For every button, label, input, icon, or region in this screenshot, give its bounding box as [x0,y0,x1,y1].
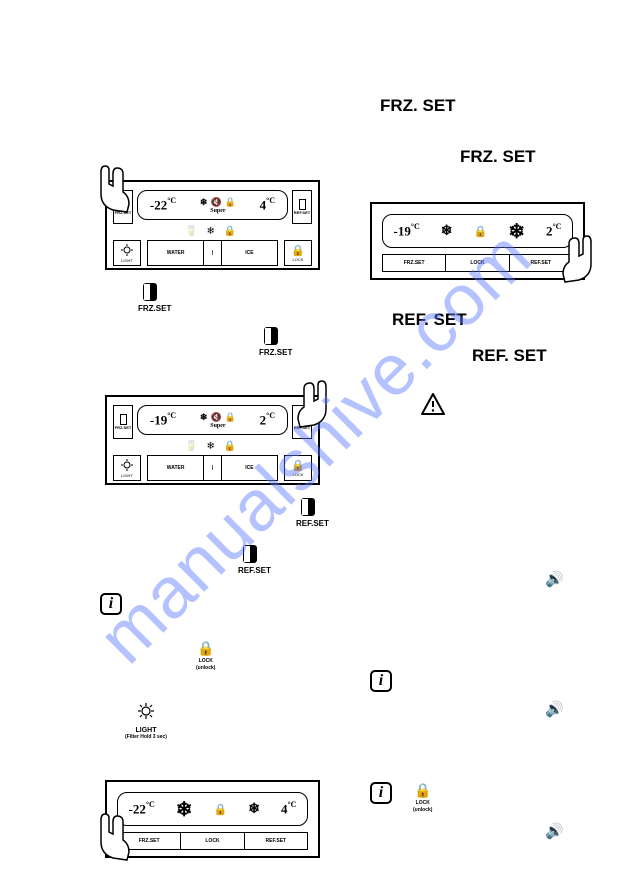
info-icon [370,782,392,804]
finger-pointer-icon [555,234,595,284]
lcd-display: -19°C ❄ 🔇 🔒 Super 2°C [137,405,288,435]
finger-pointer-icon [290,379,330,429]
super-label: Super [210,423,225,429]
frz-set-caption: FRZ.SET [259,348,292,357]
water-label: WATER [148,241,204,265]
freezer-temp: -19 [393,223,410,238]
heading-ref-set-1: REF. SET [392,310,467,330]
lock-icon: 🔒 [224,441,236,452]
frz-set-label: FRZ.SET [115,425,132,430]
light-label: LIGHT [121,473,133,478]
mute-icon: 🔇 [210,197,221,208]
warning-icon [420,392,446,416]
lcd-display: -19°C ❄ 🔒 ❄ 2°C [382,214,573,248]
light-label: LIGHT [125,727,167,734]
freezer-temp: -19 [150,412,167,427]
lcd-display: -22°C ❄ 🔒 ❄ 4°C [117,792,308,826]
frz-set-button[interactable]: FRZ.SET [383,255,446,271]
lock-button[interactable]: LOCK [181,833,244,849]
ref-set-label: REF.SET [294,210,310,215]
water-ice-button[interactable]: WATER | ICE [147,240,278,266]
ref-set-caption: REF.SET [296,519,329,528]
control-panel-2: -19°C ❄ 🔒 ❄ 2°C FRZ.SET LOCK REF.SET [370,202,585,280]
lock-icon: 🔒 [214,803,228,816]
mute-icon: 🔇 [210,412,221,423]
lock-button[interactable]: LOCK [446,255,509,271]
lock-label: LOCK [293,472,304,477]
ice-label: ICE [222,456,277,480]
snow-large-icon: ❄ [508,219,525,244]
water-label: WATER [148,456,204,480]
control-panel-3: FRZ.SET -19°C ❄ 🔇 🔒 Super 2°C REF.SET 🥛 … [105,395,320,485]
snow-large-icon: ❄ [176,797,193,822]
sound-icon: 🔊 [545,700,564,718]
ref-set-icon [243,545,257,563]
frz-set-caption: FRZ.SET [138,304,171,313]
lcd-display: -22°C ❄ 🔇 🔒 Super 4°C [137,190,288,220]
light-standalone-icon: LIGHT (Filter Hold 3 sec) [125,702,167,740]
ref-set-button[interactable]: REF.SET [292,190,312,224]
light-button[interactable]: LIGHT [113,240,141,266]
freezer-temp: -22 [150,197,167,212]
button-row: FRZ.SET LOCK REF.SET [382,254,573,272]
finger-pointer-icon [97,812,137,862]
lock-standalone-icon: 🔒 LOCK (unlock) [196,640,215,671]
cup-icon: 🥛 [185,441,197,452]
snow-icon: ❄ [206,226,214,237]
light-sublabel: (Filter Hold 3 sec) [125,734,167,740]
snow-icon: ❄ [441,223,453,240]
cup-icon: 🥛 [185,226,197,237]
lock-sublabel: LOCK [196,658,215,664]
ref-set-caption: REF.SET [238,566,271,575]
info-icon [100,593,122,615]
icon-row: 🥛 ❄ 🔒 [185,441,236,452]
lock-icon: 🔒 [474,225,488,238]
button-row: FRZ.SET LOCK REF.SET [117,832,308,850]
heading-frz-set-1: FRZ. SET [380,96,456,116]
ref-set-icon [301,498,315,516]
frz-set-icon [143,283,157,301]
lock-icon: 🔒 [225,197,236,208]
super-label: Super [210,208,225,214]
frz-set-icon [264,327,278,345]
info-icon [370,670,392,692]
lock-sublabel: LOCK [413,800,432,806]
ref-set-button[interactable]: REF.SET [245,833,307,849]
control-panel-1: FRZ.SET -22°C ❄ 🔇 🔒 Super 4°C REF.SET 🥛 … [105,180,320,270]
water-ice-button[interactable]: WATER | ICE [147,455,278,481]
lock-button[interactable]: 🔒 LOCK [284,455,312,481]
light-label: LIGHT [121,258,133,263]
snow-icon: ❄ [200,197,208,208]
control-panel-4: -22°C ❄ 🔒 ❄ 4°C FRZ.SET LOCK REF.SET [105,780,320,858]
lock-button[interactable]: 🔒 LOCK [284,240,312,266]
snow-icon: ❄ [248,801,260,818]
icon-row: 🥛 ❄ 🔒 [185,226,236,237]
snow-icon: ❄ [200,412,208,423]
ice-label: ICE [222,241,277,265]
lock-label: LOCK [293,257,304,262]
light-button[interactable]: LIGHT [113,455,141,481]
snow-icon: ❄ [206,441,214,452]
lock-icon: 🔒 [224,226,236,237]
lock-icon: 🔒 [225,412,236,423]
sound-icon: 🔊 [545,822,564,840]
sound-icon: 🔊 [545,570,564,588]
heading-frz-set-2: FRZ. SET [460,147,536,167]
frz-set-button[interactable]: FRZ.SET [113,405,133,439]
lock-standalone-icon: 🔒 LOCK (unlock) [413,782,432,813]
finger-pointer-icon [97,164,137,214]
heading-ref-set-2: REF. SET [472,346,547,366]
